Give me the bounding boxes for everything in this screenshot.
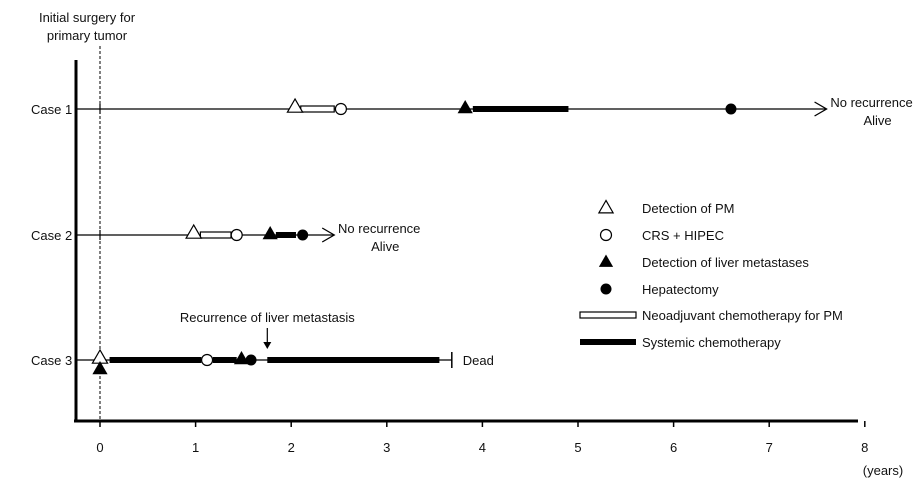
case-label: Case 1 bbox=[31, 102, 72, 117]
legend: Detection of PM CRS + HIPEC Detection of l… bbox=[579, 199, 843, 350]
legend-item: Detection of PM bbox=[597, 199, 735, 216]
liver-detection-marker bbox=[92, 361, 108, 375]
case-label: Case 2 bbox=[31, 228, 72, 243]
systemic-chemo-bar bbox=[267, 357, 440, 363]
x-tick-label: 1 bbox=[192, 440, 199, 455]
liver-detection-marker bbox=[233, 351, 250, 365]
legend-label: Detection of liver metastases bbox=[642, 255, 809, 270]
systemic-chemo-bar bbox=[109, 357, 202, 363]
legend-filled-bar-icon bbox=[580, 339, 636, 345]
pm-detection-marker bbox=[185, 223, 203, 239]
legend-filled-circle-icon bbox=[600, 283, 612, 295]
x-tick-label: 3 bbox=[383, 440, 390, 455]
legend-item: CRS + HIPEC bbox=[599, 228, 724, 243]
pm-detection-marker bbox=[286, 97, 304, 113]
legend-item: Systemic chemotherapy bbox=[580, 335, 781, 350]
header-line-2: primary tumor bbox=[47, 28, 128, 43]
x-tick-label: 4 bbox=[479, 440, 486, 455]
outcome-label: Alive bbox=[863, 113, 891, 128]
case-rows: Case 1 No recurrence Alive Case 2 No recurre… bbox=[31, 95, 913, 375]
outcome-label: No recurrence bbox=[830, 95, 912, 110]
neoadjuvant-chemo-bar bbox=[300, 105, 335, 113]
annotation-arrow-head bbox=[263, 342, 272, 349]
systemic-chemo-bar bbox=[472, 106, 569, 112]
liver-detection-marker bbox=[262, 226, 278, 240]
legend-label: Neoadjuvant chemotherapy for PM bbox=[642, 308, 843, 323]
crs-hipec-marker bbox=[230, 228, 243, 242]
legend-item: Neoadjuvant chemotherapy for PM bbox=[579, 308, 843, 323]
x-tick-label: 2 bbox=[288, 440, 295, 455]
neoadjuvant-chemo-bar bbox=[199, 231, 232, 239]
case-row: Case 1 No recurrence Alive bbox=[31, 95, 913, 128]
x-tick-label: 6 bbox=[670, 440, 677, 455]
legend-open-circle-icon bbox=[599, 228, 613, 242]
x-tick-label: 7 bbox=[766, 440, 773, 455]
legend-label: Hepatectomy bbox=[642, 282, 719, 297]
timeline-end-arrow bbox=[814, 101, 828, 117]
hepatectomy-marker bbox=[725, 103, 737, 115]
timeline-end-arrow bbox=[321, 227, 336, 243]
case-row: Case 3 Dead Recurrence of liver metastasis bbox=[31, 310, 494, 375]
x-tick-label: 8 bbox=[861, 440, 868, 455]
header-line-1: Initial surgery for bbox=[39, 10, 136, 25]
legend-label: Systemic chemotherapy bbox=[642, 335, 781, 350]
legend-open-triangle-icon bbox=[597, 199, 615, 214]
legend-open-bar-icon bbox=[579, 311, 637, 319]
crs-hipec-marker bbox=[200, 353, 214, 367]
x-axis-unit-label: (years) bbox=[863, 463, 903, 478]
legend-label: Detection of PM bbox=[642, 201, 735, 216]
legend-label: CRS + HIPEC bbox=[642, 228, 724, 243]
legend-filled-triangle-icon bbox=[598, 254, 614, 267]
crs-hipec-marker bbox=[334, 102, 348, 116]
liver-detection-marker bbox=[457, 100, 473, 114]
systemic-chemo-bar bbox=[212, 357, 237, 363]
systemic-chemo-bar bbox=[275, 232, 296, 238]
x-tick-label: 5 bbox=[574, 440, 581, 455]
hepatectomy-marker bbox=[245, 354, 257, 366]
x-tick-label: 0 bbox=[96, 440, 103, 455]
outcome-label: Alive bbox=[371, 239, 399, 254]
recurrence-annotation: Recurrence of liver metastasis bbox=[180, 310, 355, 325]
case-label: Case 3 bbox=[31, 353, 72, 368]
outcome-label: No recurrence bbox=[338, 221, 420, 236]
legend-item: Hepatectomy bbox=[600, 282, 719, 297]
hepatectomy-marker bbox=[297, 229, 309, 241]
x-axis-ticks: 0 1 2 3 4 5 6 7 8 bbox=[96, 421, 868, 455]
outcome-label: Dead bbox=[463, 353, 494, 368]
legend-item: Detection of liver metastases bbox=[598, 254, 809, 270]
case-row: Case 2 No recurrence Alive bbox=[31, 221, 420, 254]
